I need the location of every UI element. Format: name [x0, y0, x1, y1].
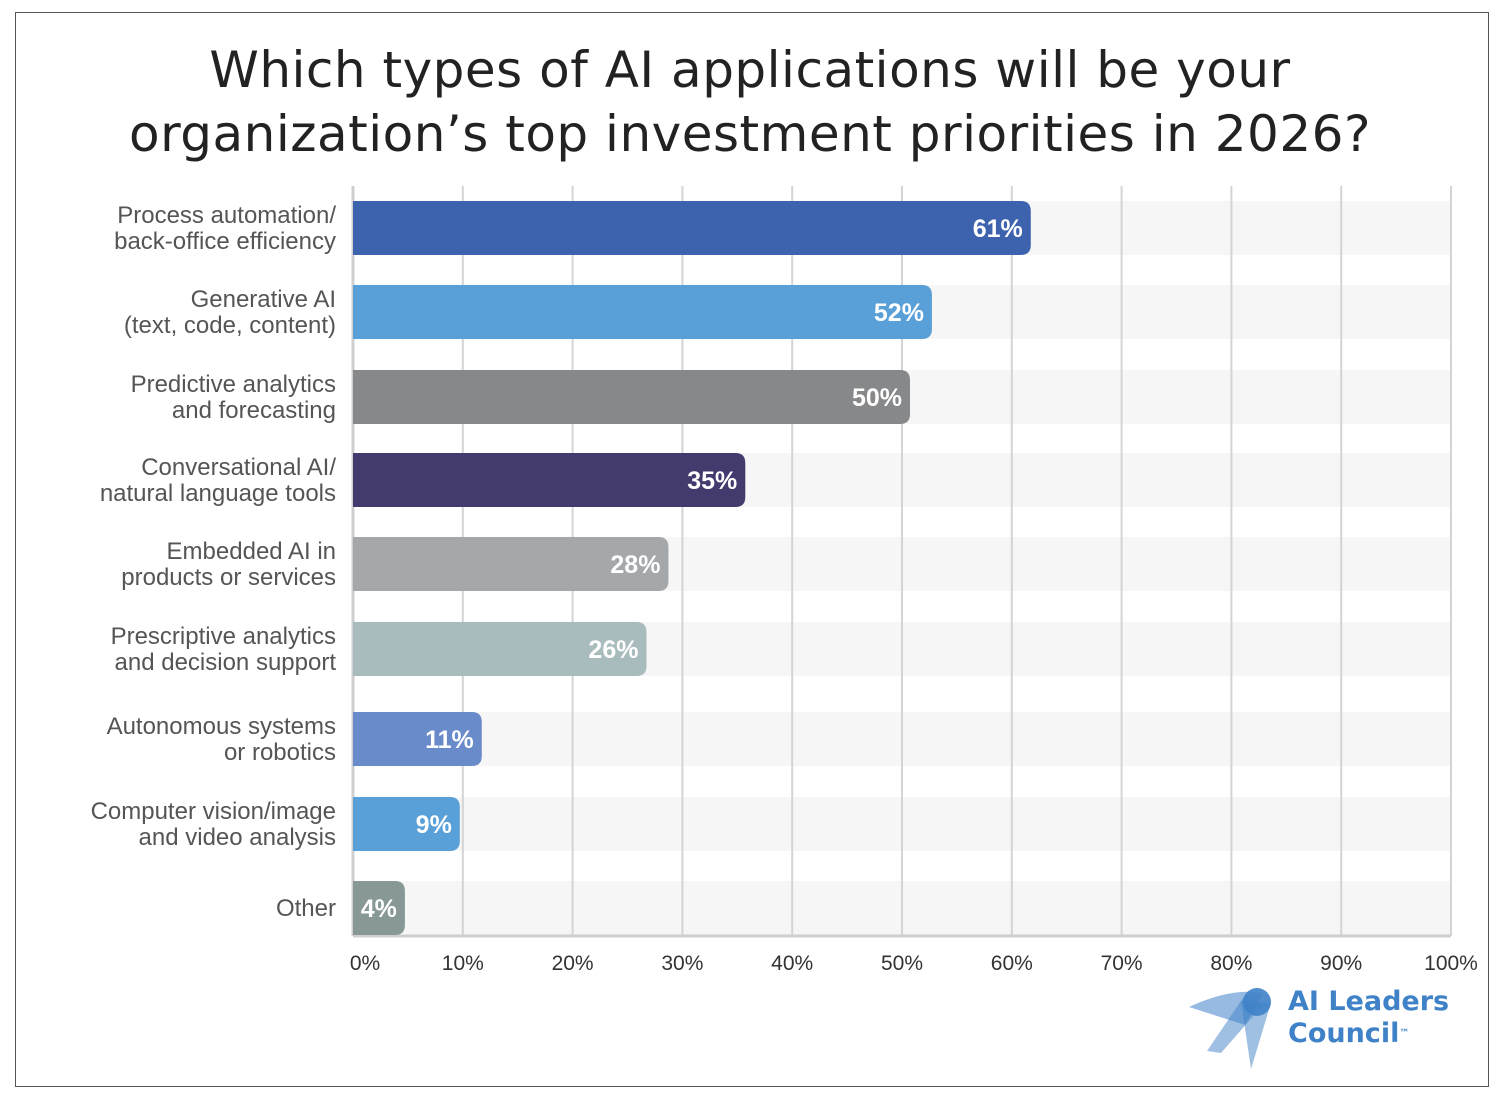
category-label: Generative AI [191, 286, 336, 313]
x-tick-label: 80% [1210, 952, 1252, 975]
logo-text: AI Leaders Council™ [1288, 986, 1449, 1050]
x-tick-label: 20% [552, 952, 594, 975]
x-tick-label: 40% [771, 952, 813, 975]
logo-mark-icon [1189, 988, 1271, 1069]
x-tick-label: 30% [661, 952, 703, 975]
data-label: 4% [361, 895, 397, 923]
data-label: 26% [588, 636, 638, 664]
bar [353, 797, 460, 851]
category-label: natural language tools [100, 480, 336, 507]
data-label: 28% [610, 551, 660, 579]
category-label: Autonomous systems [107, 713, 336, 740]
bar [353, 881, 405, 935]
data-label: 35% [687, 467, 737, 495]
category-label: products or services [121, 564, 336, 591]
category-label: (text, code, content) [124, 312, 336, 339]
x-tick-label: 10% [442, 952, 484, 975]
title-line-1: Which types of AI applications will be y… [209, 41, 1291, 99]
title-line-2: organization’s top investment priorities… [129, 105, 1371, 163]
x-tick-label: 50% [881, 952, 923, 975]
chart-frame [15, 12, 1489, 1087]
category-label: or robotics [224, 739, 336, 766]
data-label: 9% [416, 811, 452, 839]
logo-line-1: AI Leaders [1288, 986, 1450, 1017]
category-label: Predictive analytics [131, 371, 336, 398]
category-label: Computer vision/image [91, 798, 336, 825]
bar [353, 622, 647, 676]
data-label: 52% [874, 299, 924, 327]
bar [353, 201, 1031, 255]
category-label: Other [276, 895, 336, 922]
category-label: back-office efficiency [114, 228, 336, 255]
category-label: Process automation/ [117, 202, 336, 229]
x-tick-label: 100% [1424, 952, 1478, 975]
data-label: 50% [852, 384, 902, 412]
x-tick-label: 70% [1101, 952, 1143, 975]
x-tick-label: 0% [350, 952, 380, 975]
data-label: 61% [973, 215, 1023, 243]
category-label: and decision support [115, 649, 337, 676]
bar [353, 370, 910, 424]
bar [353, 285, 932, 339]
category-label: Prescriptive analytics [111, 623, 336, 650]
bar [353, 453, 746, 507]
data-label: 11% [425, 726, 474, 754]
bar [353, 537, 669, 591]
category-label: and forecasting [172, 397, 336, 424]
logo-trademark: ™ [1399, 1028, 1410, 1039]
category-label: and video analysis [139, 824, 336, 851]
x-tick-label: 90% [1320, 952, 1362, 975]
category-label: Embedded AI in [167, 538, 336, 565]
chart-title: Which types of AI applications will be y… [0, 38, 1500, 166]
x-tick-label: 60% [991, 952, 1033, 975]
logo-line-2: Council [1288, 1018, 1400, 1049]
bar [353, 712, 482, 766]
category-label: Conversational AI/ [141, 454, 336, 481]
